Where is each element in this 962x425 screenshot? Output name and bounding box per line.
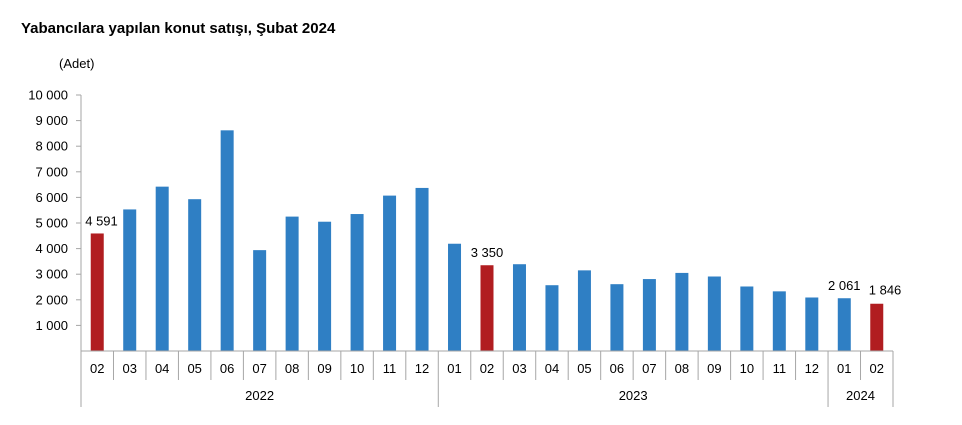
x-tick-label: 05: [187, 361, 201, 376]
y-tick-label: 1 000: [35, 318, 68, 333]
x-tick-label: 08: [285, 361, 299, 376]
bar: [870, 303, 884, 351]
x-tick-label: 02: [870, 361, 884, 376]
bar: [123, 209, 137, 351]
y-tick-label: 2 000: [35, 292, 68, 307]
x-tick-label: 07: [642, 361, 656, 376]
x-tick-label: 09: [317, 361, 331, 376]
bar: [188, 199, 202, 351]
y-tick-label: 10 000: [28, 88, 68, 103]
bar: [318, 221, 332, 351]
bar: [155, 186, 169, 351]
x-tick-label: 05: [577, 361, 591, 376]
x-tick-label: 07: [252, 361, 266, 376]
x-tick-label: 04: [155, 361, 169, 376]
data-label: 1 846: [869, 283, 902, 298]
year-label: 2022: [245, 388, 274, 403]
x-tick-label: 01: [837, 361, 851, 376]
bar: [512, 264, 526, 351]
year-label: 2023: [619, 388, 648, 403]
bar: [350, 214, 364, 351]
x-tick-label: 02: [480, 361, 494, 376]
bar: [577, 270, 591, 351]
bar: [740, 286, 754, 351]
bar: [415, 187, 429, 351]
year-label: 2024: [846, 388, 875, 403]
bar: [837, 298, 851, 351]
y-tick-label: 3 000: [35, 267, 68, 282]
x-tick-label: 03: [512, 361, 526, 376]
y-tick-label: 6 000: [35, 190, 68, 205]
data-label: 4 591: [85, 213, 118, 228]
x-tick-label: 09: [707, 361, 721, 376]
x-tick-label: 03: [122, 361, 136, 376]
data-label: 3 350: [471, 245, 504, 260]
x-tick-label: 10: [350, 361, 364, 376]
bar: [480, 265, 494, 351]
bar: [642, 279, 656, 351]
y-tick-label: 4 000: [35, 241, 68, 256]
bar: [383, 195, 397, 351]
x-tick-label: 06: [220, 361, 234, 376]
x-tick-label: 08: [675, 361, 689, 376]
bar: [805, 297, 819, 351]
y-tick-label: 7 000: [35, 164, 68, 179]
x-tick-label: 11: [773, 361, 787, 376]
x-tick-label: 12: [415, 361, 429, 376]
x-tick-label: 04: [545, 361, 559, 376]
x-tick-label: 06: [610, 361, 624, 376]
bar: [675, 272, 689, 351]
x-tick-label: 10: [740, 361, 754, 376]
y-tick-label: 9 000: [35, 113, 68, 128]
x-tick-label: 11: [383, 361, 397, 376]
x-tick-label: 02: [90, 361, 104, 376]
bar: [90, 233, 104, 351]
y-tick-label: 8 000: [35, 139, 68, 154]
bar: [772, 291, 786, 351]
bar: [707, 276, 721, 351]
bar: [253, 250, 267, 351]
bar: [545, 285, 559, 351]
bar: [448, 243, 462, 351]
bar: [285, 216, 299, 351]
bar: [220, 130, 234, 351]
y-axis-unit-label: (Adet): [59, 56, 95, 71]
y-tick-label: 5 000: [35, 216, 68, 231]
chart-title: Yabancılara yapılan konut satışı, Şubat …: [21, 20, 336, 37]
x-tick-label: 12: [805, 361, 819, 376]
data-label: 2 061: [828, 278, 861, 293]
x-tick-label: 01: [447, 361, 461, 376]
bar: [610, 284, 624, 351]
